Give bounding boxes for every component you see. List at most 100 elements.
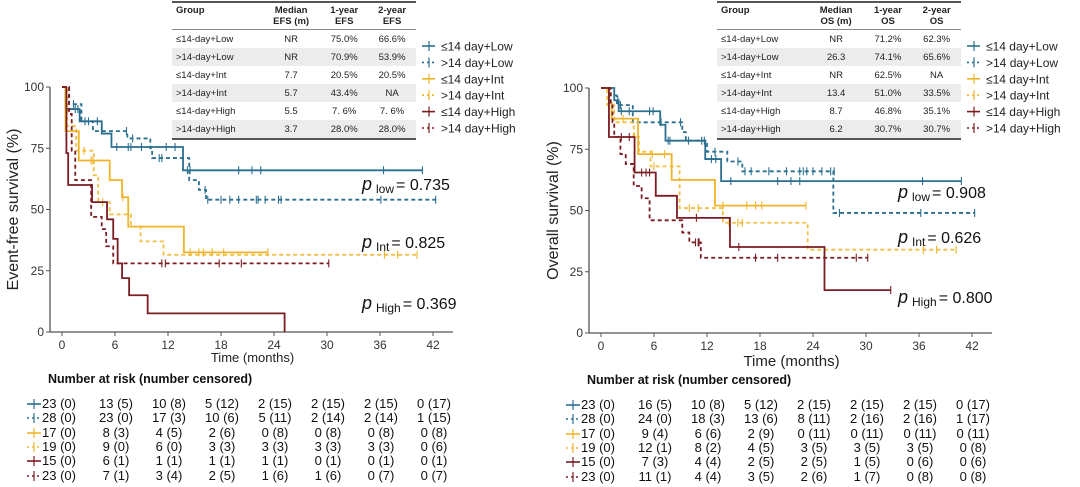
risk-row-glyph-icon [27, 440, 41, 457]
risk-cell: 3 (3) [261, 438, 289, 454]
x-tick-label: 18 [214, 338, 228, 352]
table-cell: NR [284, 33, 298, 45]
table-row: >14-day+Low 26.3 74.1% 65.6% [717, 48, 961, 66]
table-header-row: Group Median EFS (m) 1-year EFS 2-year EFS [172, 2, 416, 30]
risk-cell: 3 (5) [800, 439, 828, 455]
series--14-day-low [62, 86, 437, 204]
table-header-cell: Median OS (m) [808, 2, 864, 30]
x-tick-label: 30 [859, 339, 873, 353]
table-cell: 5.5 [284, 105, 298, 117]
risk-cell: 2 (6) [208, 424, 236, 440]
legend-item: ≤14 day+High [967, 105, 1060, 119]
risk-cell: 12 (1) [638, 439, 672, 455]
risk-cell: 2 (16) [903, 411, 937, 427]
risk-row-glyph-icon [566, 441, 580, 458]
km-curve [62, 86, 268, 254]
risk-cell: 0 (8) [261, 424, 289, 440]
table-cell: 33.5% [912, 84, 961, 102]
table-row: ≤14-day+Low NR 75.0% 66.6% [172, 30, 416, 49]
km-curve [62, 86, 286, 332]
table-cell: 62.5% [874, 69, 902, 81]
table-cell: ≤14-day+Int [721, 69, 772, 81]
table-cell: 30.7% [863, 120, 913, 139]
km-curve [601, 87, 868, 259]
table-cell: 20.5% [330, 69, 358, 81]
table-cell: >14-day+Int [717, 84, 809, 102]
risk-cell: 2 (15) [903, 397, 937, 412]
risk-cell: 11 (1) [638, 468, 672, 484]
km-curve [601, 87, 957, 251]
risk-cell: 1 (5) [853, 454, 881, 470]
risk-row-glyph-icon [27, 397, 41, 414]
y-axis-label: Event-free survival (%) [5, 129, 22, 291]
risk-cell: 3 (3) [208, 438, 236, 454]
risk-row: 28 (0) 23 (0) 17 (3) 10 (6) 5 (11) 2 (14) 2 (1… [0, 411, 1080, 425]
risk-cell: 1 (15) [417, 410, 451, 426]
table-header-row: Group Median OS (m) 1-year OS 2-year OS [717, 2, 961, 30]
risk-cell: 0 (1) [314, 453, 342, 469]
risk-cell: 7 (1) [102, 467, 130, 483]
risk-cell: 2 (14) [364, 410, 398, 426]
risk-cell: 2 (14) [311, 410, 345, 426]
table-cell: 74.1% [863, 48, 913, 66]
km-curve [601, 87, 975, 214]
legend-label: ≤14 day+Low [441, 40, 513, 54]
risk-cell: 0 (17) [417, 396, 451, 411]
table-cell: 8.7 [829, 105, 843, 117]
table-cell: >14-day+Low [717, 48, 809, 66]
risk-row-glyph-icon [566, 412, 580, 429]
risk-cell: 0 (11) [850, 425, 884, 441]
table-cell: ≤14-day+Int [176, 69, 227, 81]
risk-cell: 15 (0) [42, 453, 76, 469]
risk-row-glyph-icon [27, 411, 41, 428]
table-header-cell: Group [172, 2, 262, 30]
risk-cell: 2 (15) [258, 396, 292, 411]
risk-cell: 0 (7) [367, 467, 395, 483]
risk-cell: 13 (6) [744, 411, 778, 427]
x-axis-label: Time (months) [211, 350, 294, 365]
risk-cell: 0 (8) [959, 468, 987, 484]
table-cell: >14-day+High [172, 120, 262, 139]
risk-cell: 8 (3) [102, 424, 130, 440]
km-curve [62, 86, 436, 201]
risk-cell: 16 (5) [638, 397, 672, 412]
legend-item: ≤14 day+Int [967, 72, 1050, 86]
x-tick-label: 42 [426, 338, 440, 352]
risk-cell: 0 (8) [314, 424, 342, 440]
risk-row-glyph-icon [27, 426, 41, 443]
table-row: >14-day+High 3.7 28.0% 28.0% [172, 120, 416, 139]
x-tick-label: 12 [161, 338, 175, 352]
legend-item: ≤14 day+Low [422, 40, 513, 54]
x-tick-label: 18 [753, 339, 767, 353]
table-row: >14-day+Int 13.4 51.0% 33.5% [717, 84, 961, 102]
risk-row: 15 (0) 6 (1) 1 (1) 1 (1) 1 (1) 0 (1) 0 (1) 0 (1… [0, 454, 1080, 468]
risk-cell: 2 (5) [208, 467, 236, 483]
risk-cell: 5 (12) [744, 397, 778, 412]
table-cell: NR [829, 69, 843, 81]
table-cell: 51.0% [863, 84, 913, 102]
p-value-annotation: p low = 0.735 [361, 174, 450, 196]
p-value-annotation: p low = 0.908 [897, 182, 986, 204]
risk-cell: 2 (5) [800, 454, 828, 470]
risk-cell: 1 (6) [314, 467, 342, 483]
os-summary-table: Group Median OS (m) 1-year OS 2-year OS ≤14-da… [717, 1, 961, 140]
risk-cell: 0 (6) [959, 454, 987, 470]
legend-item: >14 day+High [967, 122, 1061, 136]
legend-item: >14 day+Int [422, 89, 505, 103]
y-tick-label: 75 [31, 141, 45, 155]
risk-cell: 5 (12) [205, 396, 239, 411]
p-value-annotation: p High = 0.800 [897, 287, 993, 309]
table-cell: 70.9% [320, 48, 369, 66]
legend-label: ≤14 day+High [441, 105, 515, 119]
risk-cell: 8 (2) [694, 439, 722, 455]
table-cell: 6.2 [808, 120, 864, 139]
table-cell: 7.7 [284, 69, 298, 81]
risk-cell: 2 (15) [364, 396, 398, 411]
table-cell: 66.6% [378, 33, 406, 45]
risk-cell: 3 (4) [155, 467, 183, 483]
table-cell: 65.6% [912, 48, 961, 66]
table-cell: 62.3% [923, 33, 951, 45]
risk-cell: 10 (8) [691, 397, 725, 412]
risk-cell: 0 (1) [367, 453, 395, 469]
risk-cell: 1 (1) [155, 453, 183, 469]
